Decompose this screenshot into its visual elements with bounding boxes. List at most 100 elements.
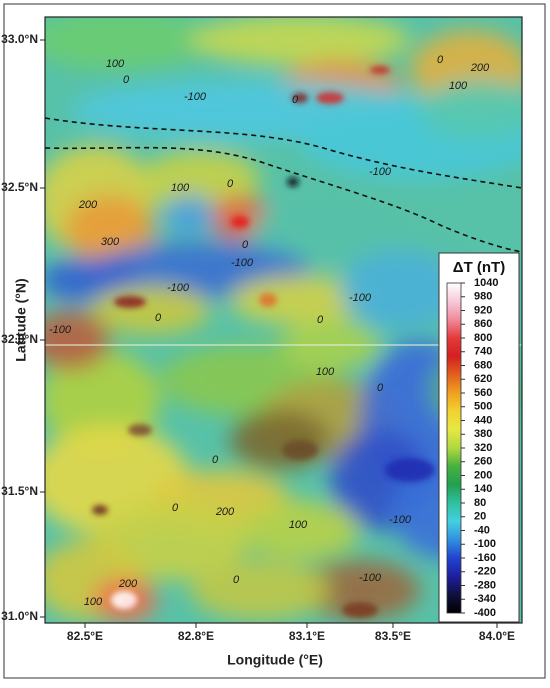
colorbar-tick-label: 200 (474, 469, 492, 481)
anomaly-blob (420, 80, 522, 140)
anomaly-spot (342, 602, 378, 618)
contour-label: 200 (215, 506, 235, 518)
colorbar-tick-label: 740 (474, 346, 492, 358)
contour-label: 300 (101, 236, 120, 248)
contour-label: 0 (123, 74, 130, 86)
colorbar-tick-label: -400 (474, 607, 496, 619)
map-frame (44, 16, 523, 624)
colorbar-tick-label: -340 (474, 593, 496, 605)
contour-label: 0 (155, 312, 162, 324)
colorbar-tick-label: 800 (474, 332, 492, 344)
x-tick-label: 82.8°E (178, 629, 214, 643)
anomaly-blob (340, 250, 460, 330)
contour-label: -100 (389, 514, 412, 526)
x-tick-label: 82.5°E (67, 629, 103, 643)
fault-line (45, 146, 522, 253)
anomaly-blob (45, 350, 160, 450)
contour-label: 0 (233, 574, 240, 586)
colorbar-tick-label: 620 (474, 373, 492, 385)
contour-label: -100 (167, 282, 190, 294)
contour-label: 100 (316, 366, 335, 378)
colorbar-tick-label: 860 (474, 318, 492, 330)
colorbar-tick-label: 320 (474, 442, 492, 454)
y-tick-label: 33.0°N (1, 32, 38, 46)
colorbar: ΔT (nT) 10409809208608007406806205605004… (438, 252, 520, 623)
y-tick-label: 32.5°N (1, 180, 38, 194)
colorbar-title: ΔT (nT) (453, 259, 505, 276)
colorbar-tick-label: 980 (474, 291, 492, 303)
colorbar-tick-label: -160 (474, 552, 496, 564)
contour-label: 200 (470, 62, 490, 74)
anomaly-blob (65, 195, 155, 265)
contour-label: 200 (78, 199, 98, 211)
colorbar-tick-label: 500 (474, 401, 492, 413)
colorbar-ramp (446, 282, 462, 614)
anomaly-blob (190, 17, 410, 65)
anomaly-spot (385, 458, 435, 482)
colorbar-tick-label: 1040 (474, 277, 498, 289)
y-tick-label: 31.0°N (1, 609, 38, 623)
contour-label: 0 (437, 54, 444, 66)
anomaly-blob (240, 500, 360, 560)
anomaly-spot (114, 296, 146, 308)
colorbar-tick-label: 380 (474, 428, 492, 440)
x-tick-label: 83.1°E (289, 629, 325, 643)
anomaly-spot (287, 177, 299, 187)
anomaly-blob (300, 560, 420, 620)
contour-label: 0 (317, 314, 324, 326)
contour-label: 0 (172, 502, 179, 514)
colorbar-tick-label: 140 (474, 483, 492, 495)
x-axis-label: Longitude (°E) (227, 652, 323, 668)
anomaly-blob (45, 310, 110, 370)
colorbar-tick-label: -280 (474, 579, 496, 591)
anomaly-blob (45, 17, 210, 70)
contour-label: 100 (449, 80, 468, 92)
fault-line (45, 117, 522, 189)
anomaly-spot (370, 66, 390, 74)
contour-label: -100 (359, 572, 382, 584)
y-tick-label: 32.0°N (1, 332, 38, 346)
contour-label: -100 (184, 91, 207, 103)
contour-label: 100 (289, 519, 308, 531)
colorbar-tick-label: 20 (474, 511, 486, 523)
x-tick-label: 83.5°E (375, 629, 411, 643)
anomaly-spot (259, 293, 277, 307)
anomaly-blob (190, 560, 330, 620)
colorbar-tick-label: 80 (474, 497, 486, 509)
colorbar-tick-label: 440 (474, 414, 492, 426)
contour-label: 200 (118, 578, 138, 590)
colorbar-tick-label: -100 (474, 538, 496, 550)
contour-label: -100 (231, 257, 254, 269)
contour-label: -100 (369, 166, 392, 178)
anomaly-spot (292, 93, 308, 103)
anomaly-spot (316, 92, 344, 104)
anomaly-blob (140, 150, 260, 210)
anomaly-blob (250, 200, 410, 260)
contour-label: -100 (349, 292, 372, 304)
contour-label: 100 (171, 182, 190, 194)
contour-label: 100 (106, 58, 125, 70)
x-tick-label: 84.0°E (479, 629, 515, 643)
anomaly-blob (165, 195, 215, 235)
anomaly-spot (124, 598, 136, 606)
contour-label: 100 (84, 596, 103, 608)
anomaly-spot (128, 424, 152, 436)
colorbar-tick-label: 680 (474, 359, 492, 371)
contour-label: 0 (227, 178, 234, 190)
anomaly-spot (92, 505, 108, 515)
colorbar-tick-label: 560 (474, 387, 492, 399)
anomaly-blob (230, 410, 330, 470)
colorbar-tick-label: -40 (474, 524, 490, 536)
colorbar-tick-label: -220 (474, 566, 496, 578)
colorbar-tick-label: 920 (474, 304, 492, 316)
contour-label: 0 (292, 94, 299, 106)
anomaly-blob (90, 285, 210, 335)
y-tick-label: 31.5°N (1, 484, 38, 498)
anomaly-blob (230, 275, 370, 325)
contour-label: 0 (212, 454, 219, 466)
anomaly-spot (282, 440, 318, 460)
contour-label: -100 (49, 324, 72, 336)
anomaly-spot (231, 216, 249, 228)
